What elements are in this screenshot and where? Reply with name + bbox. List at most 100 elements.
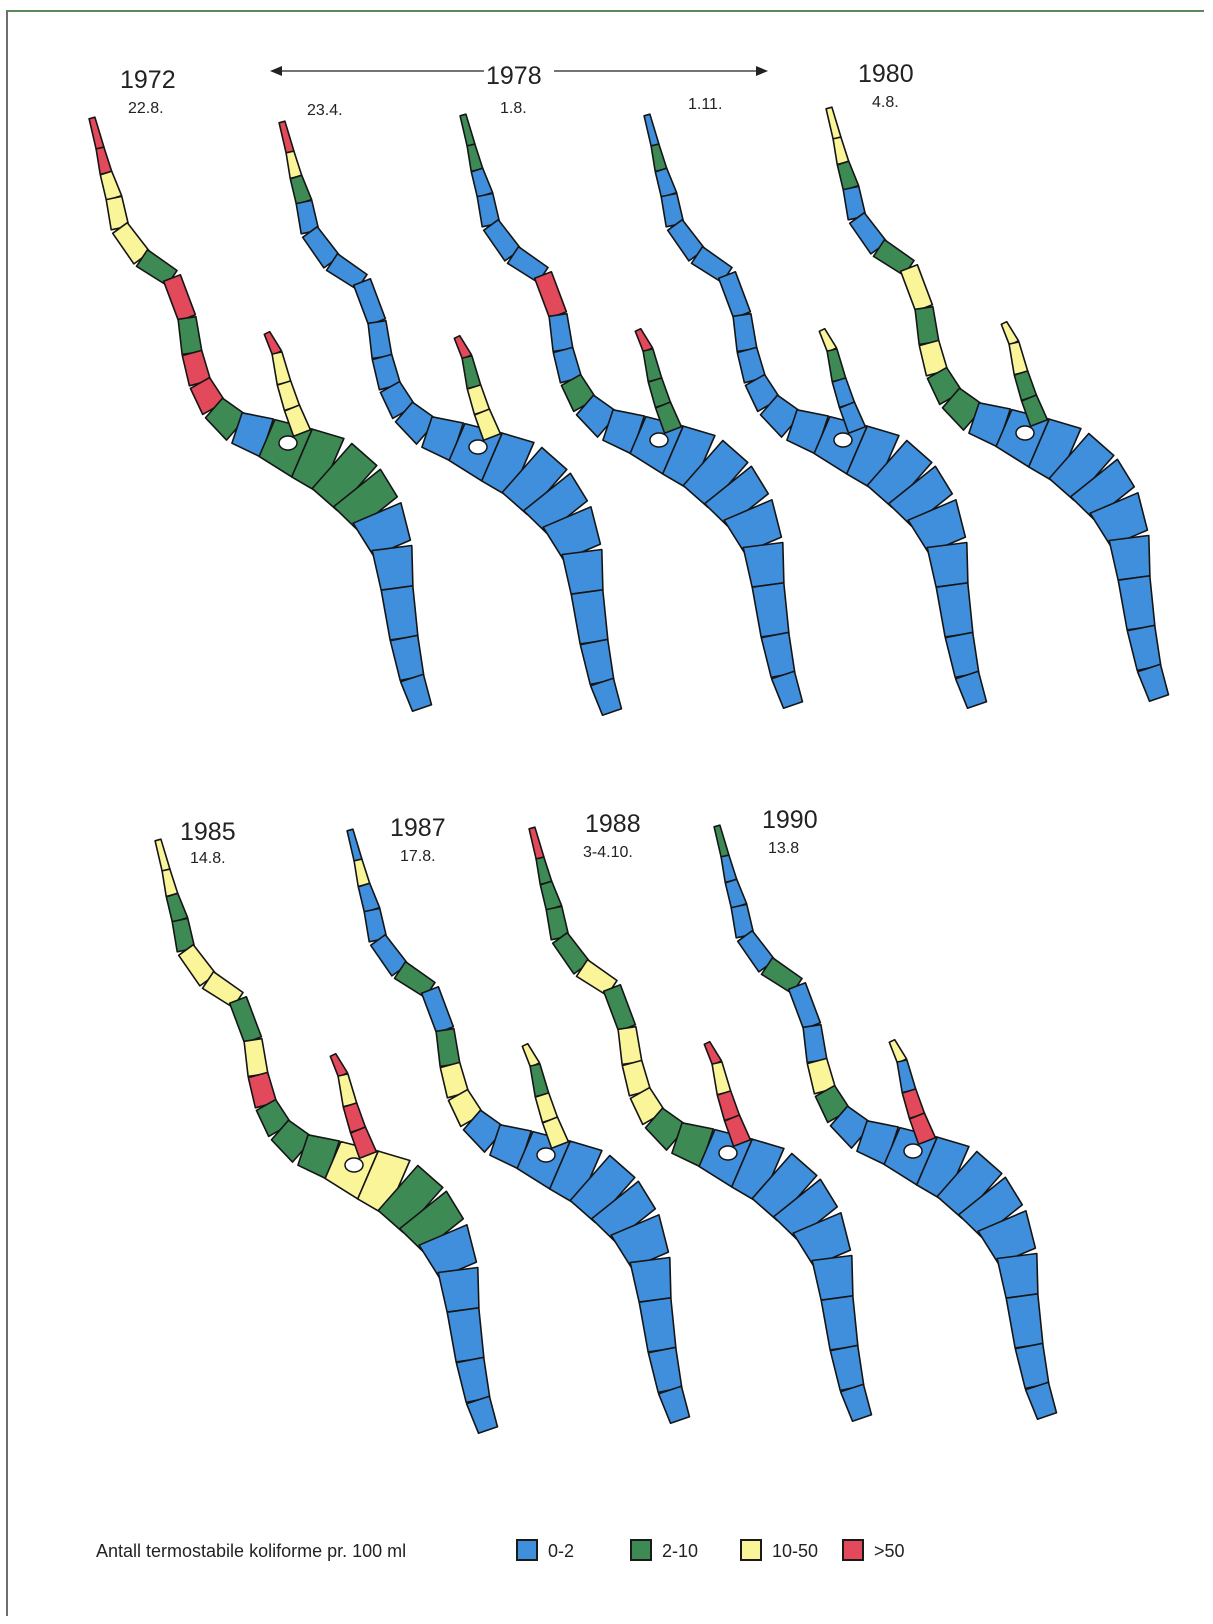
island bbox=[1015, 425, 1035, 441]
lake-zone bbox=[1027, 418, 1082, 485]
lake-zone bbox=[506, 245, 549, 284]
lake-zone bbox=[751, 1152, 818, 1222]
date-label-1980: 4.8. bbox=[872, 94, 899, 111]
lake-zone bbox=[661, 425, 716, 492]
lake-zone bbox=[135, 248, 178, 287]
legend-swatch-gt-50 bbox=[842, 1539, 864, 1561]
lake-zone bbox=[346, 828, 363, 862]
year-label-1978: 1978 bbox=[486, 62, 542, 90]
lake-zone bbox=[95, 146, 113, 176]
lake-zone bbox=[465, 1395, 499, 1435]
lake-arm-zone bbox=[908, 1112, 937, 1146]
lake-zone bbox=[1014, 1342, 1050, 1390]
lake-zone bbox=[154, 838, 171, 872]
lake-zone bbox=[542, 505, 602, 561]
lake-zone bbox=[957, 1176, 1024, 1239]
lake-arm-zone bbox=[654, 401, 683, 435]
lake-zone bbox=[617, 1025, 643, 1066]
lake-zone bbox=[723, 498, 783, 554]
lake-arm-zone bbox=[473, 408, 502, 442]
lake-zone bbox=[290, 428, 345, 495]
period-arrow-1978 bbox=[270, 66, 768, 76]
lake-zone bbox=[99, 170, 123, 202]
island bbox=[344, 1157, 364, 1173]
lake-arm-zone bbox=[541, 1116, 570, 1150]
figure-frame bbox=[6, 10, 1204, 1616]
lake-zone bbox=[162, 274, 197, 322]
lake-zone bbox=[548, 1140, 603, 1207]
lake-zone bbox=[996, 1252, 1039, 1299]
lake-zone bbox=[760, 956, 803, 995]
lake-zone bbox=[177, 315, 203, 356]
date-label-1978-b: 1.8. bbox=[500, 100, 527, 117]
lake-zone bbox=[352, 278, 387, 326]
year-label-1988: 1988 bbox=[585, 810, 641, 838]
lake-zone bbox=[977, 1209, 1037, 1265]
lake-zone bbox=[657, 1385, 691, 1425]
legend-swatch-10-50 bbox=[740, 1539, 762, 1561]
lake-zone bbox=[1126, 624, 1162, 672]
lake-zone bbox=[724, 878, 748, 910]
lake-zone bbox=[915, 1136, 970, 1203]
legend-title: Antall termostabile koliforme pr. 100 ml bbox=[96, 1541, 407, 1561]
lake-zone bbox=[792, 1211, 852, 1267]
lake-zone bbox=[682, 439, 749, 509]
legend-swatch-0-2 bbox=[516, 1539, 538, 1561]
lake-zone bbox=[1005, 1292, 1044, 1349]
lake-zone bbox=[418, 1223, 478, 1279]
lake-zone bbox=[243, 1037, 269, 1078]
date-label-1978-a: 23.4. bbox=[307, 102, 343, 119]
lake-zone bbox=[802, 1023, 828, 1064]
lake-zone bbox=[569, 1154, 636, 1224]
lake-zone bbox=[1024, 1381, 1058, 1421]
lake-zone bbox=[1117, 574, 1156, 631]
lake-zone bbox=[357, 882, 381, 914]
lake-zone bbox=[872, 238, 915, 277]
lake-zone bbox=[845, 425, 900, 492]
date-label-1987: 17.8. bbox=[400, 848, 436, 865]
lake-zone bbox=[352, 501, 412, 557]
lake-map-1988-3-4.10 bbox=[528, 826, 873, 1423]
lake-zone bbox=[730, 1138, 785, 1205]
lake-zone bbox=[528, 826, 545, 860]
lake-zone bbox=[907, 498, 967, 554]
lake-zone bbox=[1048, 432, 1115, 502]
lake-zone bbox=[836, 160, 860, 192]
lake-zone bbox=[332, 468, 399, 531]
lake-zone bbox=[470, 167, 494, 199]
legend-swatch-2-10 bbox=[630, 1539, 652, 1561]
lake-map-1978-23.4 bbox=[278, 120, 623, 717]
lake-zone bbox=[522, 472, 589, 535]
lake-arm-zone bbox=[1000, 320, 1020, 346]
lake-zone bbox=[367, 319, 393, 360]
lake-arm-zone bbox=[283, 404, 312, 438]
lake-zone bbox=[285, 150, 303, 180]
lake-zone bbox=[356, 1150, 411, 1217]
lake-zone bbox=[393, 960, 436, 999]
lake-zone bbox=[289, 174, 313, 206]
lake-zone bbox=[713, 824, 730, 858]
lake-map-1972-22.8 bbox=[88, 116, 433, 713]
lake-zone bbox=[866, 439, 933, 509]
lake-map-1978-1.8 bbox=[459, 113, 804, 710]
year-label-1985: 1985 bbox=[180, 818, 236, 846]
date-label-1990: 13.8 bbox=[768, 840, 800, 857]
lake-arm-zone bbox=[703, 1040, 723, 1066]
lake-zone bbox=[575, 958, 618, 997]
lake-zone bbox=[720, 854, 738, 884]
lake-arm-zone bbox=[521, 1042, 541, 1068]
lake-arm-zone bbox=[896, 1059, 917, 1094]
island bbox=[278, 435, 298, 451]
island bbox=[903, 1143, 923, 1159]
lake-map-1980-4.8 bbox=[825, 106, 1170, 703]
year-label-1980: 1980 bbox=[858, 60, 914, 88]
lake-zone bbox=[459, 113, 476, 147]
lake-zone bbox=[839, 1383, 873, 1423]
lake-zone bbox=[1108, 534, 1151, 581]
lake-zone bbox=[717, 271, 752, 319]
lake-zone bbox=[887, 465, 954, 528]
lake-zone bbox=[690, 245, 733, 284]
island bbox=[833, 432, 853, 448]
lake-zone bbox=[787, 982, 822, 1030]
